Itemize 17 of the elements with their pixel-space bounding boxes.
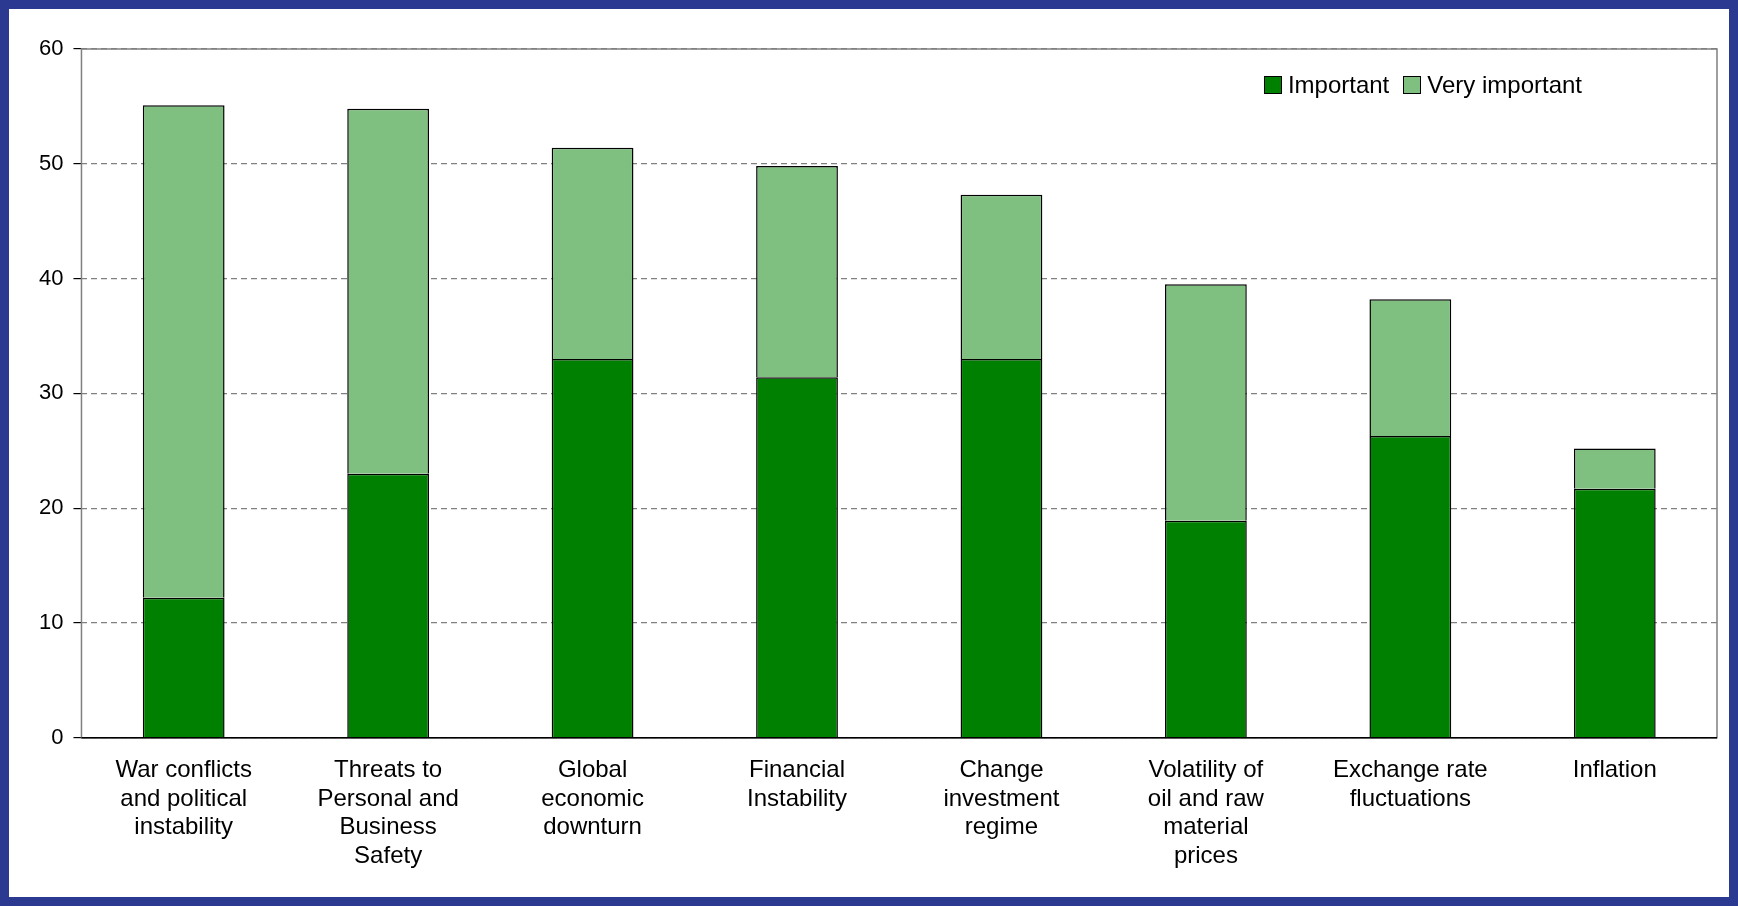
y-tick-label: 0 bbox=[51, 723, 64, 749]
x-tick-label: Global economic downturn bbox=[541, 754, 644, 840]
x-tick-label: Change investment regime bbox=[943, 754, 1060, 840]
y-tick-label: 10 bbox=[38, 609, 64, 635]
y-tick-label: 20 bbox=[38, 494, 64, 520]
x-tick-label: Financial Instability bbox=[746, 754, 848, 811]
y-tick-label: 60 bbox=[38, 35, 64, 61]
x-tick-label: War conflicts and political instability bbox=[115, 754, 252, 840]
legend-label: Very important bbox=[1427, 71, 1582, 99]
y-tick-label: 40 bbox=[38, 264, 64, 290]
x-tick-label: Volatility of oil and raw material prices bbox=[1147, 754, 1265, 869]
y-tick-label: 50 bbox=[38, 149, 64, 175]
x-tick-label: Threats to Personal and Business Safety bbox=[317, 754, 459, 869]
x-tick-label: Exchange rate fluctuations bbox=[1332, 754, 1488, 811]
x-tick-label: Inflation bbox=[1572, 754, 1657, 782]
y-tick-label: 30 bbox=[38, 379, 64, 405]
legend-label: Important bbox=[1287, 71, 1390, 99]
